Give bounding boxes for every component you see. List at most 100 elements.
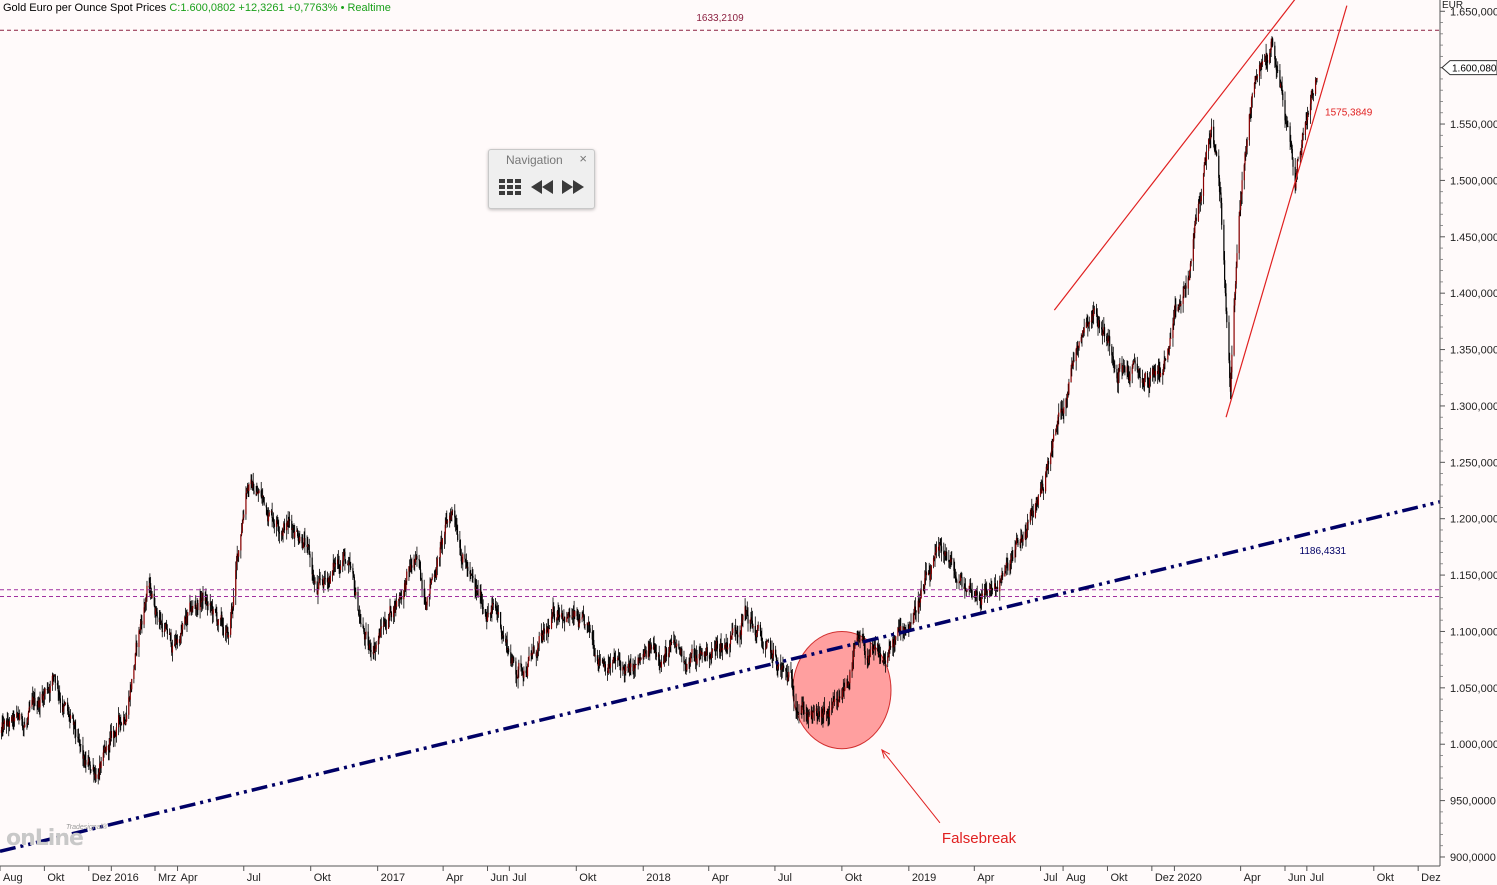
candle-body-443 — [451, 510, 453, 516]
candle-body-967 — [985, 588, 987, 591]
candle-body-1253 — [1276, 69, 1278, 71]
candle-body-353 — [359, 616, 361, 623]
x-tick-label-13: 2018 — [646, 872, 670, 884]
candle-body-267 — [272, 517, 274, 522]
candle-body-1257 — [1280, 83, 1282, 86]
candle-body-477 — [486, 619, 488, 622]
candle-body-1205 — [1228, 322, 1230, 361]
candle-body-581 — [592, 639, 594, 641]
candle-body-963 — [980, 596, 983, 605]
candle-body-1128 — [1149, 378, 1151, 388]
candle-body-1024 — [1042, 488, 1045, 492]
candle-body-525 — [535, 652, 537, 657]
candle-body-1076 — [1096, 314, 1098, 324]
candle-body-373 — [379, 628, 382, 637]
candle-body-1224 — [1246, 140, 1248, 147]
candle-body-10 — [11, 716, 13, 722]
candle-body-106 — [108, 744, 110, 751]
candle-body-146 — [149, 583, 151, 588]
candle-body-992 — [1010, 555, 1013, 560]
candle-body-814 — [828, 709, 831, 718]
candle-body-681 — [694, 657, 696, 662]
candle-body-1157 — [1178, 303, 1181, 307]
candle-body-317 — [323, 577, 325, 587]
candle-body-1244 — [1266, 60, 1269, 63]
grid-icon[interactable] — [498, 176, 524, 198]
rewind-icon[interactable] — [530, 176, 554, 198]
candle-body-980 — [999, 580, 1001, 592]
candle-body-25 — [26, 722, 28, 725]
candle-body-811 — [826, 711, 828, 717]
candle-body-412 — [419, 569, 422, 580]
close-icon[interactable]: × — [579, 151, 587, 166]
candle-body-955 — [973, 597, 975, 598]
candle-body-119 — [120, 723, 123, 725]
candle-body-749 — [762, 648, 764, 650]
candle-body-773 — [787, 677, 789, 682]
candle-body-1144 — [1165, 359, 1167, 360]
candle-body-698 — [711, 651, 713, 658]
candle-body-366 — [373, 646, 375, 655]
candle-body-178 — [181, 629, 183, 633]
candle-body-263 — [267, 515, 270, 522]
candle-body-668 — [680, 648, 682, 655]
candle-body-479 — [487, 613, 489, 615]
candle-body-796 — [811, 710, 813, 719]
candle-body-27 — [27, 712, 29, 720]
candle-body-709 — [721, 648, 724, 651]
candle-body-1123 — [1143, 378, 1146, 386]
candle-body-49 — [49, 686, 51, 693]
candle-body-370 — [377, 639, 379, 645]
candle-body-901 — [918, 600, 920, 608]
candle-body-999 — [1017, 539, 1019, 546]
candle-body-982 — [1000, 577, 1002, 582]
candle-body-336 — [342, 553, 345, 561]
candle-body-324 — [329, 575, 331, 584]
candle-body-1131 — [1152, 368, 1154, 375]
candle-body-614 — [625, 666, 627, 671]
candle-body-23 — [23, 727, 25, 729]
candle-body-1107 — [1127, 373, 1130, 381]
candle-body-868 — [884, 660, 886, 662]
candle-body-486 — [495, 608, 497, 609]
candle-body-867 — [883, 657, 885, 661]
candle-body-382 — [389, 606, 391, 616]
candle-body-1242 — [1265, 53, 1267, 61]
candle-body-1271 — [1295, 179, 1297, 189]
candle-body-1247 — [1270, 41, 1272, 51]
candle-body-701 — [714, 648, 716, 650]
candle-body-637 — [649, 643, 651, 651]
candle-body-1262 — [1285, 122, 1288, 124]
navigation-panel[interactable]: Navigation × — [488, 149, 595, 209]
candle-body-113 — [115, 736, 117, 738]
y-tick-label-3: 1.050,0000 — [1450, 683, 1497, 695]
candle-body-3 — [3, 723, 5, 729]
candle-body-879 — [895, 636, 897, 640]
candle-body-848 — [863, 642, 866, 652]
candle-body-1241 — [1264, 60, 1266, 62]
candle-body-302 — [307, 544, 310, 546]
candle-body-305 — [311, 557, 313, 575]
candle-body-763 — [777, 666, 779, 670]
candle-body-319 — [324, 577, 326, 579]
candle-body-1129 — [1149, 375, 1151, 379]
candle-body-321 — [327, 581, 329, 583]
candle-body-47 — [48, 689, 50, 691]
candle-body-1160 — [1182, 296, 1184, 304]
candle-body-599 — [609, 663, 612, 668]
long-term-support-line — [0, 500, 1441, 854]
candle-body-337 — [343, 551, 345, 554]
candle-body-68 — [69, 717, 71, 719]
candle-body-866 — [882, 657, 884, 661]
resistance-label: 1633,2109 — [696, 13, 744, 24]
candle-body-985 — [1004, 570, 1006, 577]
candle-body-949 — [966, 589, 968, 592]
fast-forward-icon[interactable] — [561, 176, 585, 198]
candle-body-841 — [857, 635, 859, 638]
candle-body-432 — [440, 540, 442, 548]
candle-body-55 — [56, 682, 59, 686]
candle-body-556 — [566, 617, 569, 619]
candle-body-958 — [975, 589, 978, 592]
candle-body-844 — [859, 638, 861, 642]
